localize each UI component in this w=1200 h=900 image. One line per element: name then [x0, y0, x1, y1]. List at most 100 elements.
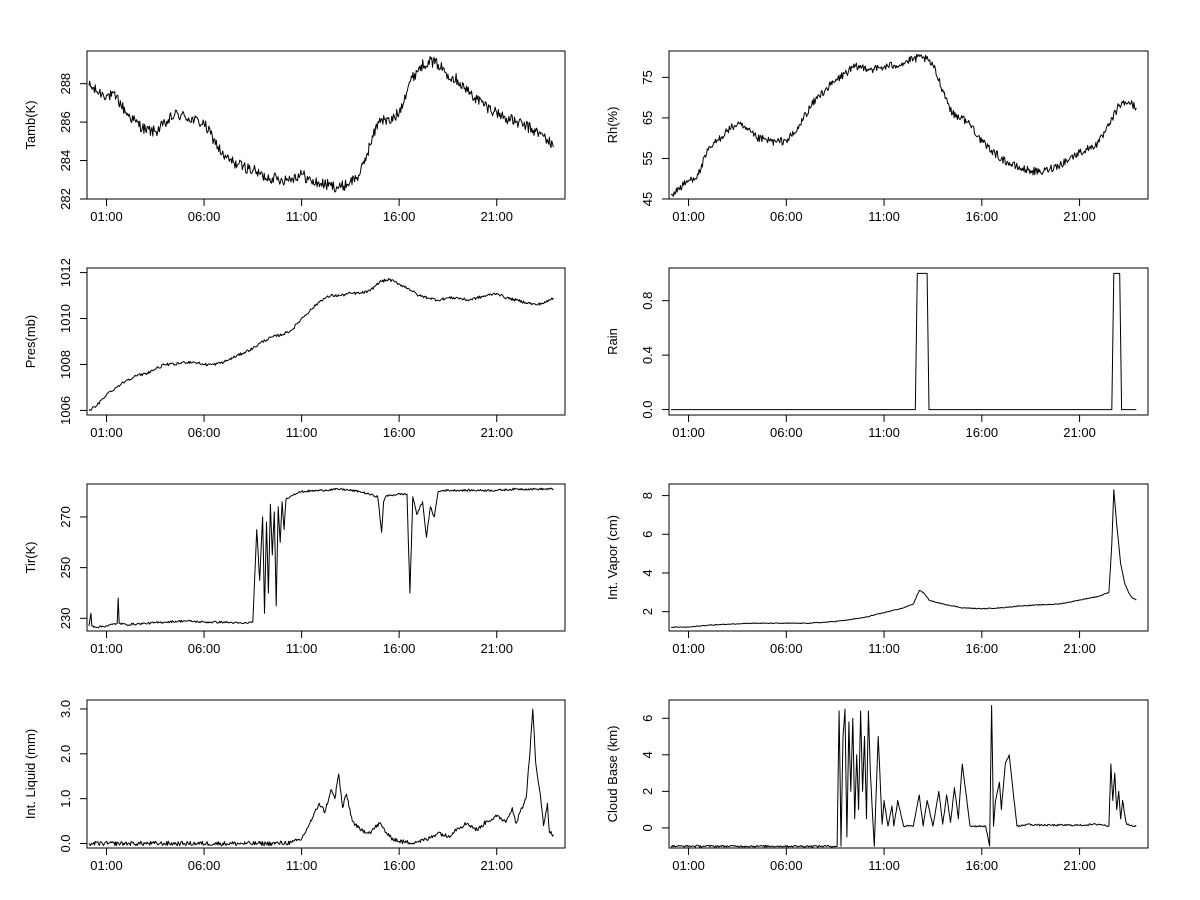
x-tick-label: 01:00	[90, 425, 123, 440]
x-tick-label: 11:00	[868, 858, 900, 873]
x-tick-label: 06:00	[770, 858, 803, 873]
series-line	[670, 489, 1137, 628]
y-axis-label: Int. Liquid (mm)	[23, 729, 38, 819]
series-line	[88, 708, 554, 847]
panel-6: 01:00 06:00 11:00 16:00 21:00 2 4 6 8 Int. Vapor …	[605, 483, 1149, 656]
panel-4: 01:00 06:00 11:00 16:00 21:00 0.0 0.4 0.8 Rain	[605, 267, 1149, 440]
x-tick-label: 16:00	[383, 858, 416, 873]
y-axis-label: Int. Vapor (cm)	[605, 515, 620, 600]
x-tick-label: 21:00	[480, 209, 513, 224]
plot-frame	[86, 483, 566, 632]
x-tick-label: 16:00	[966, 858, 999, 873]
y-tick-label: 4	[640, 569, 655, 576]
x-tick-label: 11:00	[868, 641, 900, 656]
x-tick-label: 21:00	[1063, 858, 1096, 873]
x-tick-label: 01:00	[90, 858, 123, 873]
plot-frame	[86, 50, 566, 200]
x-tick-label: 21:00	[480, 641, 513, 656]
panel-7: 01:00 06:00 11:00 16:00 21:00 0.0 1.0 2.0 3.0 Int…	[23, 699, 566, 873]
y-tick-label: 288	[58, 73, 73, 95]
y-tick-label: 230	[58, 607, 73, 629]
x-tick-label: 21:00	[1063, 209, 1096, 224]
x-tick-label: 16:00	[383, 641, 416, 656]
panel-8: 01:00 06:00 11:00 16:00 21:00 0 2 4 6 Cloud Base …	[605, 699, 1149, 873]
plot-frame	[668, 50, 1149, 200]
x-tick-label: 11:00	[868, 209, 900, 224]
y-tick-label: 65	[640, 111, 655, 125]
y-tick-label: 284	[58, 150, 73, 172]
y-tick-label: 270	[58, 506, 73, 528]
series-line	[671, 272, 1137, 411]
series-line	[670, 54, 1137, 197]
x-tick-label: 16:00	[966, 641, 999, 656]
y-axis-label: Tamb(K)	[23, 100, 38, 149]
x-tick-label: 06:00	[188, 425, 221, 440]
x-tick-label: 16:00	[966, 425, 999, 440]
y-tick-label: 75	[640, 70, 655, 84]
y-tick-label: 2.0	[58, 745, 73, 763]
panel-grid: 01:00 06:00 11:00 16:00 21:00 2 8 2 284 286 288 Tam…	[23, 50, 1149, 873]
x-tick-label: 16:00	[966, 209, 999, 224]
x-tick-label: 11:00	[286, 641, 318, 656]
x-tick-label: 06:00	[770, 209, 803, 224]
y-tick-label: 1.0	[58, 790, 73, 808]
y-tick-label: 1006	[58, 396, 73, 425]
y-axis-label: Rain	[605, 328, 620, 355]
y-tick-label: 286	[58, 111, 73, 133]
x-tick-label: 06:00	[188, 209, 221, 224]
series-line	[670, 705, 1137, 848]
y-axis-label: Rh(%)	[605, 107, 620, 144]
y-tick-label: 55	[640, 151, 655, 165]
series-line	[88, 487, 554, 629]
panel-3: 01:00 06:00 11:00 16:00 21:00 1006 1008 1010 101…	[23, 258, 566, 440]
x-tick-label: 16:00	[383, 425, 416, 440]
series-line	[88, 278, 554, 411]
plot-frame	[86, 267, 566, 416]
plot-frame	[668, 699, 1149, 849]
y-tick-label: 0.4	[640, 346, 655, 364]
y-axis-label: Cloud Base (km)	[605, 726, 620, 823]
series-line	[88, 56, 554, 193]
x-tick-label: 06:00	[188, 858, 221, 873]
x-tick-label: 11:00	[286, 858, 318, 873]
y-tick-label: 2	[640, 788, 655, 795]
plot-frame	[668, 483, 1149, 632]
x-tick-label: 01:00	[90, 641, 123, 656]
y-tick-label: 45	[640, 192, 655, 206]
y-tick-label: 250	[58, 557, 73, 579]
y-tick-label: 0.0	[58, 834, 73, 852]
x-tick-label: 01:00	[672, 425, 705, 440]
y-tick-label: 2	[640, 608, 655, 615]
x-tick-label: 21:00	[1063, 641, 1096, 656]
x-tick-label: 21:00	[1063, 425, 1096, 440]
y-tick-label: 1008	[58, 350, 73, 379]
panel-1: 01:00 06:00 11:00 16:00 21:00 282 284 286 288 Tam…	[23, 50, 566, 224]
y-tick-label: 6	[640, 531, 655, 538]
y-tick-label: 0.8	[640, 292, 655, 310]
x-tick-label: 01:00	[672, 858, 705, 873]
x-tick-label: 06:00	[188, 641, 221, 656]
plot-frame	[86, 699, 566, 849]
y-tick-label: 0	[640, 824, 655, 831]
x-tick-label: 11:00	[286, 209, 318, 224]
y-tick-label: 1010	[58, 304, 73, 333]
x-tick-label: 11:00	[868, 425, 900, 440]
y-axis-label: Pres(mb)	[23, 315, 38, 368]
y-tick-label: 1012	[58, 258, 73, 287]
plot-frame	[668, 267, 1149, 416]
y-axis-label: Tir(K)	[23, 541, 38, 573]
y-tick-label: 3.0	[58, 700, 73, 718]
x-tick-label: 21:00	[480, 858, 513, 873]
y-tick-label: 4	[640, 751, 655, 758]
x-tick-label: 01:00	[90, 209, 123, 224]
y-tick-label: 6	[640, 715, 655, 722]
panel-2: 01:00 06:00 11:00 16:00 21:00 45 55 65 75 Rh(%)	[605, 50, 1149, 224]
x-tick-label: 21:00	[480, 425, 513, 440]
x-tick-label: 06:00	[770, 641, 803, 656]
x-tick-label: 01:00	[672, 209, 705, 224]
y-tick-label: 8	[640, 492, 655, 499]
panel-5: 01:00 06:00 11:00 16:00 21:00 230 250 270 Tir(K)	[23, 483, 566, 656]
x-tick-label: 06:00	[770, 425, 803, 440]
